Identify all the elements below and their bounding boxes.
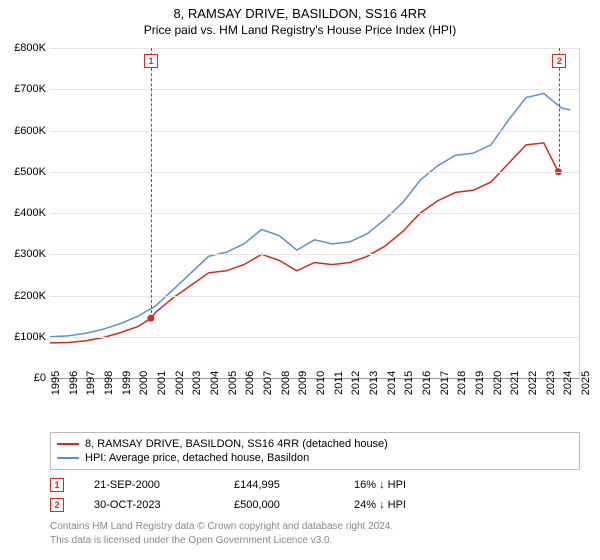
x-tick-label: 2025 [580, 371, 592, 395]
legend-label: HPI: Average price, detached house, Basi… [85, 452, 309, 464]
legend-label: 8, RAMSAY DRIVE, BASILDON, SS16 4RR (det… [85, 438, 388, 450]
x-tick-label: 2004 [209, 371, 221, 395]
gridline [50, 337, 579, 338]
event-price: £144,995 [234, 479, 324, 491]
chart-title: 8, RAMSAY DRIVE, BASILDON, SS16 4RR [0, 0, 600, 21]
x-tick-label: 1995 [50, 371, 62, 395]
x-tick-label: 2020 [492, 371, 504, 395]
x-tick-label: 2006 [244, 371, 256, 395]
x-tick-label: 2012 [350, 371, 362, 395]
x-tick-label: 2008 [280, 371, 292, 395]
plot-area: 12 [50, 48, 580, 378]
y-tick-label: £300K [14, 248, 46, 260]
chart-marker: 1 [144, 54, 158, 68]
gridline [50, 48, 579, 49]
event-row: 2 30-OCT-2023 £500,000 24% ↓ HPI [50, 495, 580, 515]
legend-entry: HPI: Average price, detached house, Basi… [57, 451, 573, 465]
y-tick-label: £800K [14, 42, 46, 54]
x-tick-label: 2015 [403, 371, 415, 395]
x-tick-label: 2018 [456, 371, 468, 395]
x-tick-label: 2024 [562, 371, 574, 395]
event-table: 1 21-SEP-2000 £144,995 16% ↓ HPI 2 30-OCT-202… [50, 475, 580, 515]
x-tick-label: 2002 [174, 371, 186, 395]
footer-attribution: Contains HM Land Registry data © Crown c… [50, 520, 580, 548]
y-tick-label: £700K [14, 83, 46, 95]
chart-container: 8, RAMSAY DRIVE, BASILDON, SS16 4RR Pric… [0, 0, 600, 560]
y-tick-label: £0 [34, 372, 46, 384]
x-tick-label: 2001 [156, 371, 168, 395]
event-diff: 24% ↓ HPI [354, 499, 454, 511]
footer-line1: Contains HM Land Registry data © Crown c… [50, 520, 580, 534]
x-tick-label: 2017 [439, 371, 451, 395]
gridline [50, 296, 579, 297]
chart-marker: 2 [552, 54, 566, 68]
event-row: 1 21-SEP-2000 £144,995 16% ↓ HPI [50, 475, 580, 495]
gridline [50, 172, 579, 173]
x-tick-label: 2010 [315, 371, 327, 395]
y-tick-label: £500K [14, 166, 46, 178]
x-tick-label: 2003 [191, 371, 203, 395]
gridline [50, 131, 579, 132]
event-price: £500,000 [234, 499, 324, 511]
event-date: 30-OCT-2023 [94, 499, 204, 511]
legend: 8, RAMSAY DRIVE, BASILDON, SS16 4RR (det… [50, 432, 580, 470]
gridline [50, 89, 579, 90]
x-tick-label: 2019 [474, 371, 486, 395]
x-tick-label: 2005 [227, 371, 239, 395]
y-tick-label: £200K [14, 290, 46, 302]
event-diff: 16% ↓ HPI [354, 479, 454, 491]
y-tick-label: £600K [14, 125, 46, 137]
y-tick-label: £100K [14, 331, 46, 343]
gridline [50, 254, 579, 255]
footer-line2: This data is licensed under the Open Gov… [50, 534, 580, 548]
event-marker: 1 [50, 478, 64, 492]
y-tick-label: £400K [14, 207, 46, 219]
y-axis: £0£100K£200K£300K£400K£500K£600K£700K£80… [0, 48, 50, 378]
event-marker: 2 [50, 498, 64, 512]
legend-entry: 8, RAMSAY DRIVE, BASILDON, SS16 4RR (det… [57, 437, 573, 451]
x-tick-label: 2011 [333, 371, 345, 395]
x-tick-label: 2022 [527, 371, 539, 395]
x-tick-label: 2016 [421, 371, 433, 395]
x-tick-label: 1997 [85, 371, 97, 395]
x-tick-label: 1998 [103, 371, 115, 395]
x-tick-label: 2014 [386, 371, 398, 395]
x-tick-label: 2013 [368, 371, 380, 395]
marker-guideline [151, 48, 152, 318]
x-tick-label: 2009 [297, 371, 309, 395]
event-date: 21-SEP-2000 [94, 479, 204, 491]
legend-swatch [57, 443, 79, 445]
x-tick-label: 2021 [509, 371, 521, 395]
x-tick-label: 2007 [262, 371, 274, 395]
x-tick-label: 1999 [121, 371, 133, 395]
gridline [50, 213, 579, 214]
legend-swatch [57, 457, 79, 459]
x-tick-label: 1996 [68, 371, 80, 395]
x-tick-label: 2000 [138, 371, 150, 395]
x-axis: 1995199619971998199920002001200220032004… [50, 378, 580, 428]
x-tick-label: 2023 [545, 371, 557, 395]
series-property_price [50, 143, 561, 343]
chart-subtitle: Price paid vs. HM Land Registry's House … [0, 21, 600, 37]
